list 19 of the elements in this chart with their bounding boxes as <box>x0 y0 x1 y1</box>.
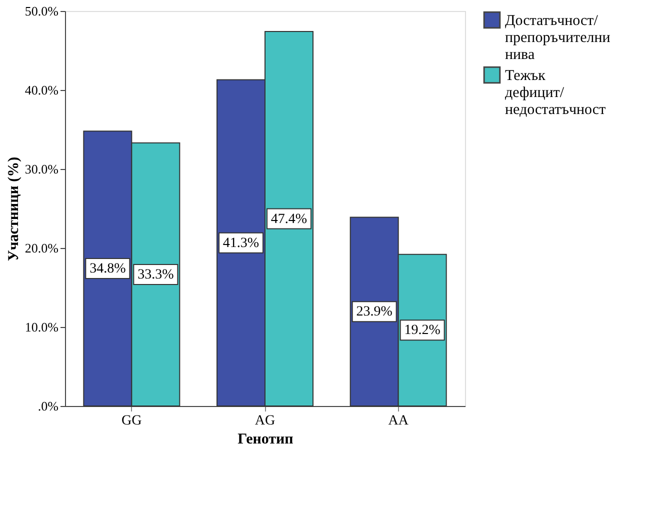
x-axis-title: Генотип <box>238 432 294 448</box>
legend-label: Достатъчност/препоръчителни нива <box>505 13 610 63</box>
text: 33.3% <box>138 267 174 282</box>
legend-label: Тежък дефицит/недостатъчност <box>505 68 606 118</box>
text: 19.2% <box>404 323 440 338</box>
y-tick-label: 30.0% <box>24 162 59 176</box>
y-tick-label: 20.0% <box>24 240 59 256</box>
text: 34.8% <box>90 262 126 277</box>
x-tick-label: GG <box>122 414 142 428</box>
y-tick-label: 10.0% <box>24 320 59 334</box>
x-tick-label: AA <box>388 414 410 428</box>
y-axis-title: Участници (%) <box>6 156 22 262</box>
y-tick-label: 40.0% <box>24 82 59 98</box>
y-tick-label: 50.0% <box>24 4 59 18</box>
text: 47.4% <box>270 212 308 227</box>
y-tick-label: .0% <box>38 398 59 414</box>
text: 41.3% <box>222 236 260 251</box>
x-tick-label: AG <box>254 414 276 428</box>
text: 23.9% <box>356 304 392 320</box>
